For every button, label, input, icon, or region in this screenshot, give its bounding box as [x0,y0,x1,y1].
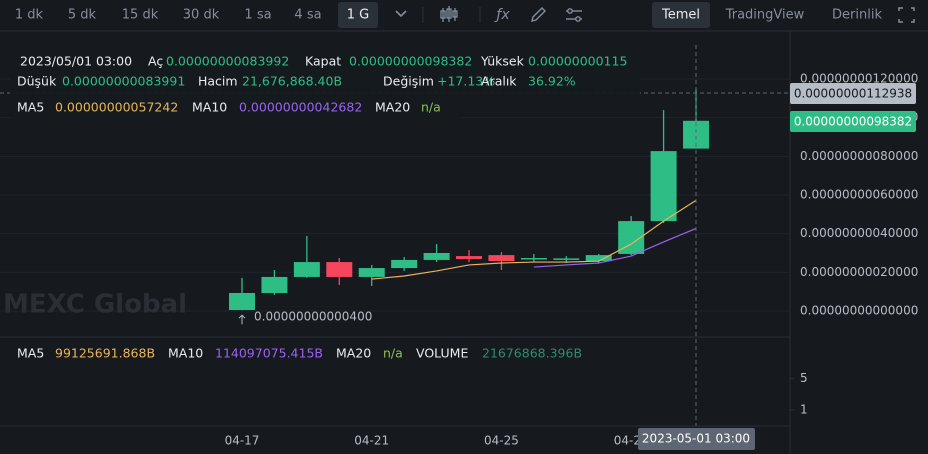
info-value: 0.00000000115 [528,54,627,69]
y-tick-label: 0.00000000060000 [800,187,918,201]
volume-legend-value: 21676868.396B [482,346,582,361]
candle-body [326,262,353,277]
view-tab[interactable]: TradingView [725,8,805,23]
y-tick-label: 0.00000000080000 [800,149,918,163]
active-interval-bg [338,2,378,28]
candle-body [261,276,288,293]
crosshair-price-box [790,83,916,104]
interval-button[interactable]: 1 G [347,8,369,23]
interval-button[interactable]: 1 dk [15,8,44,23]
crosshair-date-label: 2023-05-01 03:00 [642,432,750,446]
candle-body [553,258,580,260]
drawing-icon[interactable] [531,7,546,22]
last-price-label: 0.00000000098382 [794,115,912,129]
interval-button[interactable]: 4 sa [294,8,321,23]
x-tick-label: 04-25 [484,434,519,448]
info-date: 2023/05/01 03:00 [20,54,132,69]
volume-legend-name: MA20 [336,346,371,361]
y-tick-label: 0.00000000120000 [800,72,918,86]
candle-body [488,255,515,262]
candle-body [229,292,255,310]
interval-button[interactable]: 5 dk [68,8,97,23]
info-label: Aç [148,54,163,69]
info-label: Düşük [17,74,57,89]
ma-line [371,199,697,280]
candle-body [293,262,320,277]
candle-body [520,258,547,260]
interval-button[interactable]: 30 dk [183,8,220,23]
candle-body [456,256,483,259]
ma-legend-value: n/a [421,100,441,115]
volume-legend-name: MA10 [168,346,203,361]
settings-icon[interactable] [566,8,582,22]
volume-tick-label: 5 [800,371,808,385]
volume-legend-value: 114097075.415B [215,346,323,361]
info-value: +17.13% [437,74,495,89]
candle-body [391,259,418,269]
y-tick-label: 0.00000000020000 [800,265,918,279]
watermark: MEXC Global [3,290,187,320]
interval-button[interactable]: 15 dk [122,8,159,23]
info-panel-bg [10,50,640,94]
x-tick-label: 04-21 [354,434,389,448]
interval-button[interactable]: 1 sa [244,8,271,23]
fullscreen-icon[interactable] [898,7,915,23]
plot: 0.00000000000400 [229,88,710,325]
info-value: 36.92% [528,74,576,89]
info-label: Kapat [305,54,341,69]
ma-legend-name: MA5 [17,100,44,115]
y-tick-label: 0.00000000000000 [800,303,918,317]
last-price-box [790,111,916,132]
candle-body [358,268,385,277]
ma-legend-bg [10,97,462,119]
candle-body [650,151,677,222]
low-marker-label: 0.00000000000400 [254,310,372,324]
volume-legend-name: VOLUME [416,346,468,361]
ma-line [533,227,697,268]
volume-legend-value: 99125691.868B [55,346,155,361]
more-intervals-icon[interactable] [395,10,407,18]
candle-body [423,252,450,260]
info-label: Aralık [481,74,517,89]
volume-legend: MA5 99125691.868B MA10 114097075.415B MA20 n/… [17,346,582,361]
ma-legend-name: MA10 [192,100,227,115]
low-marker-arrow [238,314,246,325]
view-tab[interactable]: Derinlik [832,8,882,23]
chart-type-icon[interactable] [440,6,458,22]
ma-legend-value: 0.00000000042682 [239,100,362,115]
active-tab-bg [652,2,710,28]
volume-legend-value: n/a [383,346,403,361]
view-tab[interactable]: Temel [661,8,700,23]
info-value: 0.00000000098382 [349,54,472,69]
crosshair-date-box [638,428,755,450]
ma-legend-value: 0.00000000057242 [55,100,178,115]
info-value: 0.00000000083992 [166,54,289,69]
candle-body [585,255,612,262]
x-tick-label: 04-17 [225,434,260,448]
ma-legend: MA5 0.00000000057242 MA10 0.00000000042682 M… [17,100,441,115]
info-label: Hacim [198,74,238,89]
info-value: 21,676,868.40B [242,74,342,89]
crosshair-price-label: 0.00000000112938 [794,87,912,101]
ma-legend-name: MA20 [375,100,410,115]
info-label: Değişim [383,74,434,89]
volume-legend-name: MA5 [17,346,44,361]
indicator-icon[interactable]: ƒx [493,7,510,23]
info-value: 0.00000000083991 [62,74,185,89]
volume-tick-label: 1 [800,402,808,416]
info-label: Yüksek [480,54,525,69]
y-tick-label: 0.00000000040000 [800,226,918,240]
